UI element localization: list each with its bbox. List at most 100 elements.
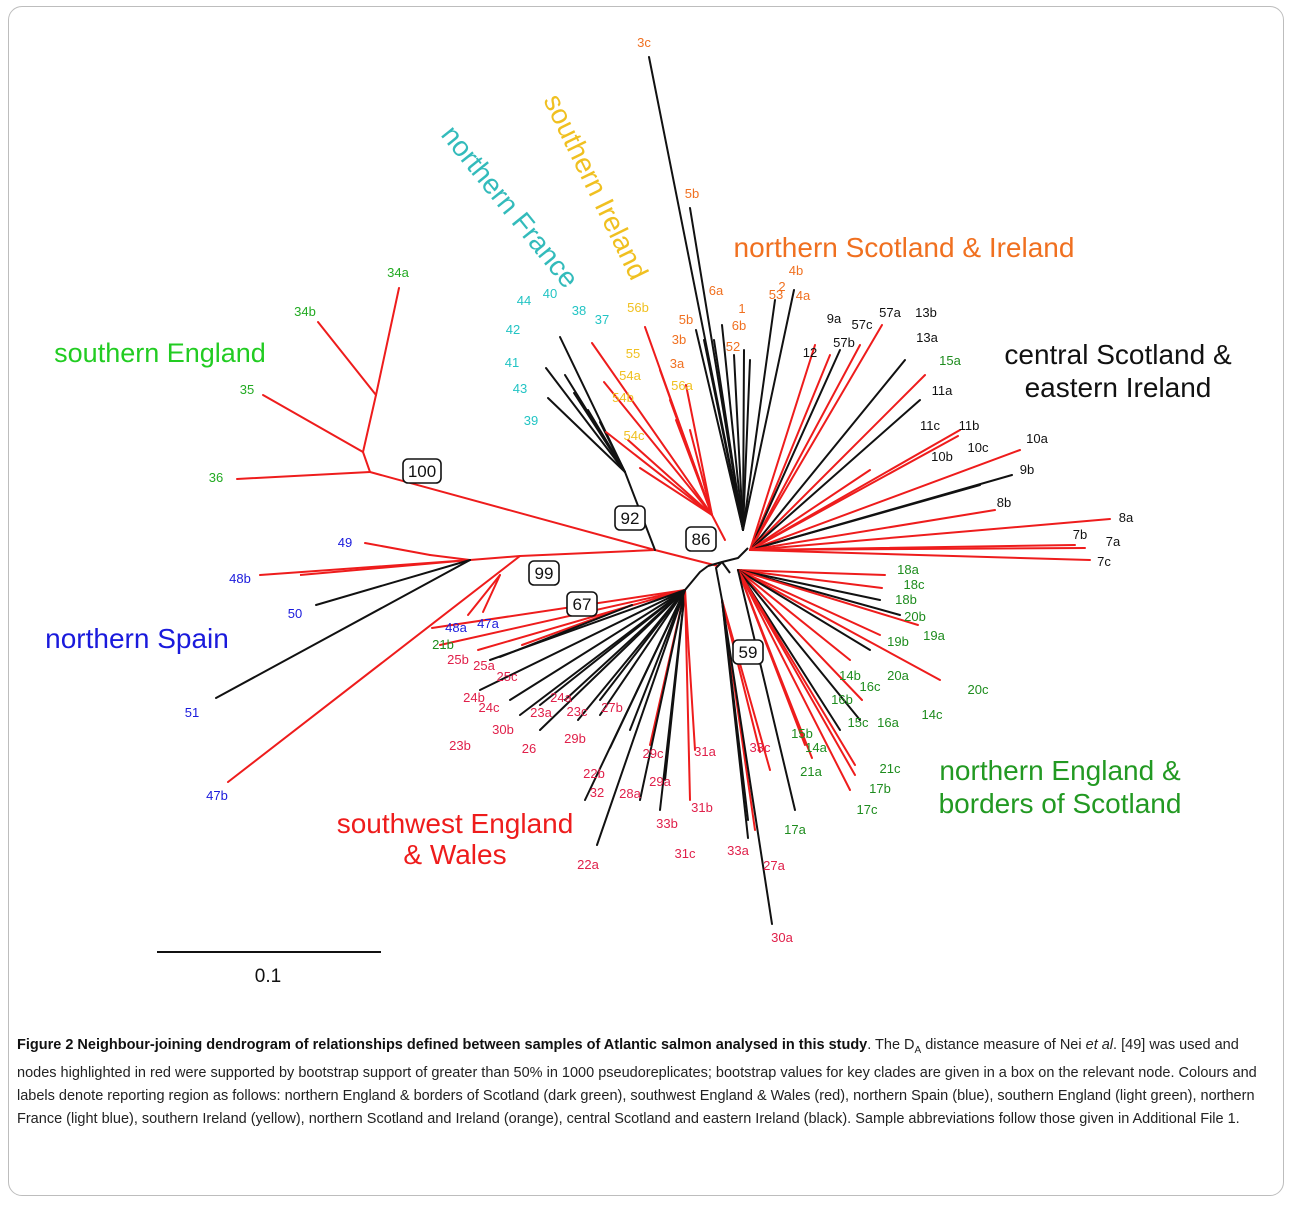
leaf-label: 21a [800, 764, 822, 779]
branch [742, 289, 795, 531]
branch [721, 599, 771, 771]
branch [545, 367, 626, 473]
region-label: northern Scotland & Ireland [734, 232, 1075, 263]
bootstrap-value: 59 [739, 643, 758, 662]
branch [685, 384, 713, 516]
leaf-label: 33b [656, 816, 678, 831]
leaf-label: 32 [590, 785, 604, 800]
leaf-label: 19a [923, 628, 945, 643]
leaf-label: 19b [887, 634, 909, 649]
leaf-label: 22a [577, 857, 599, 872]
region-label-line: borders of Scotland [939, 788, 1182, 819]
leaf-label: 13a [916, 330, 938, 345]
leaf-label: 23a [530, 705, 552, 720]
branch [262, 394, 364, 453]
leaf-label: 29a [649, 774, 671, 789]
leaf-label: 25a [473, 658, 495, 673]
branch [711, 514, 726, 541]
caption-text-1: . The D [867, 1037, 915, 1053]
leaf-label: 21b [432, 637, 454, 652]
branch [749, 449, 1021, 551]
branch [364, 542, 431, 556]
leaf-label: 22b [583, 766, 605, 781]
region-label: central Scotland & eastern Ireland [1004, 339, 1232, 403]
leaf-label: 15c [848, 715, 869, 730]
leaf-label: 33a [727, 843, 749, 858]
branch [429, 554, 471, 561]
region-label-line: northern Scotland & Ireland [734, 232, 1075, 263]
leaf-label: 3a [670, 356, 685, 371]
bootstrap-box [685, 526, 717, 552]
backbone-branch [684, 565, 709, 591]
leaf-label: 16a [877, 715, 899, 730]
leaf-label: 1 [738, 301, 745, 316]
branch [737, 569, 851, 661]
leaf-label: 20c [968, 682, 989, 697]
branch [639, 589, 686, 801]
branch [749, 484, 981, 551]
branch [509, 589, 686, 701]
branch [591, 342, 713, 516]
leaf-label: 11a [932, 383, 953, 398]
leaf-label: 31a [694, 744, 716, 759]
leaf-label: 54b [612, 390, 634, 405]
backbone-branch [369, 471, 719, 567]
leaf-label: 9a [827, 311, 842, 326]
leaf-label: 9b [1020, 462, 1034, 477]
branch [599, 589, 686, 716]
branch [499, 604, 633, 658]
branch [749, 509, 996, 551]
leaf-label: 27b [601, 700, 623, 715]
branch [749, 518, 1111, 551]
leaf-label: 48a [445, 620, 467, 635]
leaf-label: 18c [904, 577, 925, 592]
leaf-label: 50 [288, 606, 302, 621]
caption-title: Figure 2 Neighbour-joining dendrogram of… [17, 1037, 868, 1053]
branch [467, 574, 501, 616]
branch [684, 589, 691, 801]
region-label-line: eastern Ireland [1025, 372, 1212, 403]
leaf-label: 12 [803, 345, 817, 360]
branch [227, 555, 521, 783]
figure-frame [8, 6, 1284, 1196]
leaf-label: 10a [1026, 431, 1048, 446]
leaf-label: 40 [543, 286, 557, 301]
leaf-label: 7c [1097, 554, 1111, 569]
branch [639, 467, 713, 516]
branch [431, 589, 686, 629]
branch [362, 451, 371, 473]
region-label: northern Spain [45, 623, 229, 654]
dendrogram: 100 92 86 99 67 59 34a 34b 35 36 49 48b 50 51 47b 48a 47… [45, 35, 1232, 987]
branch [733, 354, 744, 531]
bootstrap-value: 92 [621, 509, 640, 528]
leaf-label: 54c [624, 428, 645, 443]
branch [737, 569, 886, 576]
branch [737, 569, 796, 811]
caption-subscript: A [914, 1044, 922, 1056]
leaf-label: 47b [206, 788, 228, 803]
branch [721, 599, 749, 821]
branch [362, 394, 377, 453]
leaf-label: 36 [209, 470, 223, 485]
region-label-line: northern England & [939, 755, 1181, 786]
leaf-label: 33c [750, 740, 771, 755]
branch [737, 569, 941, 681]
region-label-line: central Scotland & [1004, 339, 1232, 370]
branch [689, 429, 713, 516]
caption-text-2: distance measure of Nei [921, 1037, 1086, 1053]
leaf-label: 55 [626, 346, 640, 361]
branch [742, 349, 745, 531]
leaf-label: 42 [506, 322, 520, 337]
branch [375, 287, 400, 396]
leaf-label: 35 [240, 382, 254, 397]
caption-text-3: . [49] was used and nodes highlighted in… [17, 1037, 1257, 1127]
leaf-label: 14c [922, 707, 943, 722]
leaf-label: 28a [619, 786, 641, 801]
leaf-label: 30a [771, 930, 793, 945]
leaf-label: 7b [1073, 527, 1087, 542]
branch [627, 439, 713, 516]
region-label-line: southern England [54, 338, 266, 368]
leaf-label: 43 [513, 381, 527, 396]
branch [684, 589, 696, 751]
leaf-label: 3b [672, 332, 686, 347]
